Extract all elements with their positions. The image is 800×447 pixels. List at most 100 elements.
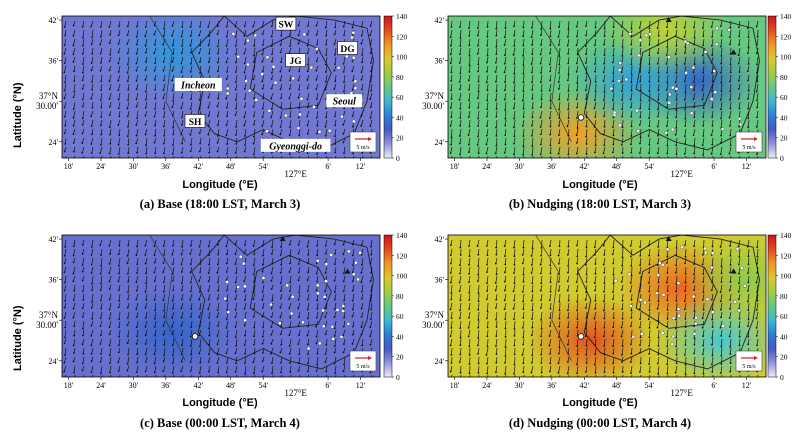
wind-vector (154, 284, 157, 291)
wind-vector (693, 257, 696, 265)
wind-vector-head (315, 370, 318, 372)
wind-vector-head (548, 344, 551, 347)
wind-vector-head (504, 271, 506, 274)
station-marker (330, 325, 335, 329)
wind-vector-head (118, 335, 120, 338)
wind-vector (127, 146, 130, 154)
wind-vector (100, 365, 103, 374)
wind-vector (513, 74, 516, 83)
wind-vector-head (720, 81, 723, 84)
wind-vector (667, 374, 669, 377)
wind-vector (316, 275, 319, 282)
wind-vector-head (630, 380, 632, 382)
wind-vector (154, 56, 157, 64)
wind-vector (630, 239, 633, 246)
wind-vector-head (711, 72, 713, 74)
wind-vector (343, 20, 346, 27)
wind-vector (756, 329, 759, 336)
wind-vector-head (468, 363, 471, 366)
wind-vector (154, 38, 157, 45)
station-marker (271, 64, 276, 69)
wind-vector-head (144, 244, 147, 247)
x-axis-label: Longitude (°E) (562, 179, 638, 191)
wind-vector-head (72, 344, 75, 347)
plot-frame (61, 15, 381, 159)
wind-vector (109, 293, 112, 300)
wind-vector (109, 257, 112, 265)
wind-vector-head (324, 290, 327, 293)
wind-vector-head (162, 69, 165, 72)
wind-vector (198, 329, 202, 336)
wind-vector (549, 65, 552, 72)
wind-vector-head (217, 244, 219, 246)
wind-vector (468, 257, 471, 265)
wind-vector (711, 275, 714, 283)
wind-vector (171, 248, 175, 255)
wind-vector-head (207, 308, 210, 310)
wind-vector-head (72, 360, 75, 363)
wind-vector-head (325, 159, 327, 161)
wind-vector (576, 365, 579, 374)
wind-vector (495, 356, 498, 363)
wind-vector (172, 347, 175, 356)
wind-vector (100, 275, 103, 284)
wind-vector-head (325, 43, 327, 46)
wind-scale-box (349, 350, 377, 372)
wind-vector-head (503, 89, 506, 92)
wind-vector-head (684, 381, 686, 383)
wind-vector-head (620, 272, 623, 274)
wind-vector-head (755, 326, 758, 329)
wind-vector (630, 365, 633, 374)
wind-vector-head (324, 134, 327, 137)
wind-vector-head (352, 160, 354, 162)
field-layer (62, 235, 380, 377)
wind-vector-head (612, 352, 615, 355)
wind-vector (306, 110, 310, 117)
wind-vector (208, 365, 211, 372)
wind-vector (369, 119, 373, 127)
wind-vector-head (729, 98, 731, 101)
wind-vector (261, 20, 265, 28)
wind-vector (82, 65, 85, 73)
wind-vector-head (333, 252, 336, 255)
wind-vector (189, 293, 193, 301)
wind-vector-head (495, 115, 498, 118)
wind-vector (523, 56, 525, 66)
wind-vector (586, 155, 588, 158)
wind-vector (531, 119, 534, 126)
wind-vector (585, 284, 588, 293)
wind-vector-head (153, 298, 156, 301)
wind-vector-head (180, 360, 183, 363)
wind-vector-head (575, 70, 578, 73)
wind-vector-head (226, 115, 228, 118)
wind-vector (118, 293, 121, 302)
wind-vector (756, 302, 759, 311)
wind-vector (478, 284, 480, 294)
wind-vector (163, 47, 166, 54)
wind-vector-head (306, 334, 309, 337)
wind-vector-head (603, 353, 606, 356)
wind-vector-head (684, 142, 687, 145)
wind-vector-head (459, 336, 462, 339)
wind-vector (226, 146, 229, 154)
wind-vector-head (513, 81, 515, 84)
station-marker (656, 273, 660, 277)
wind-vector (190, 92, 193, 100)
wind-vector-head (154, 289, 157, 292)
wind-vector-head (737, 263, 740, 266)
wind-vector-head (252, 105, 255, 108)
wind-vector (342, 329, 346, 336)
wind-vector-head (81, 264, 84, 266)
wind-vector-head (261, 70, 264, 73)
wind-vector (693, 146, 696, 154)
wind-vector-head (253, 61, 255, 63)
wind-vector (711, 257, 714, 266)
wind-vector-head (136, 335, 138, 338)
wind-vector (478, 311, 480, 321)
wind-vector-head (72, 316, 75, 319)
wind-vector (172, 38, 175, 46)
wind-vector (64, 257, 67, 264)
wind-vector (245, 155, 247, 158)
wind-vector-head (647, 318, 650, 321)
wind-vector (541, 374, 543, 377)
